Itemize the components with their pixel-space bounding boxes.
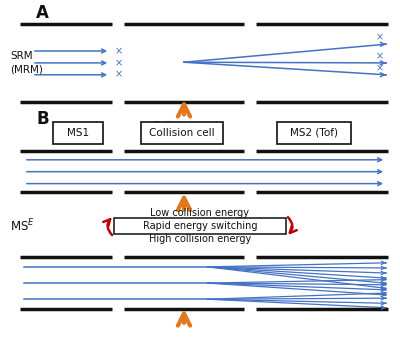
- Text: High collision energy: High collision energy: [149, 234, 251, 244]
- FancyBboxPatch shape: [141, 121, 223, 143]
- Text: ×: ×: [115, 70, 123, 80]
- Text: ×: ×: [115, 46, 123, 56]
- Text: B: B: [36, 109, 49, 128]
- Text: Low collision energy: Low collision energy: [150, 208, 250, 218]
- Text: Collision gas: Collision gas: [153, 121, 215, 131]
- Text: ×: ×: [376, 63, 384, 73]
- Text: Collision cell: Collision cell: [149, 128, 215, 138]
- Text: ×: ×: [376, 33, 384, 42]
- Text: ×: ×: [115, 58, 123, 68]
- Text: ×: ×: [376, 51, 384, 61]
- FancyBboxPatch shape: [53, 121, 103, 143]
- FancyBboxPatch shape: [277, 121, 351, 143]
- Text: A: A: [36, 4, 49, 22]
- Text: Rapid energy switching: Rapid energy switching: [143, 221, 257, 231]
- FancyBboxPatch shape: [114, 218, 286, 234]
- Text: MS1: MS1: [67, 128, 89, 138]
- Text: SRM
(MRM): SRM (MRM): [10, 51, 43, 74]
- Text: MS2 (Tof): MS2 (Tof): [290, 128, 338, 138]
- Text: MS$^E$: MS$^E$: [10, 218, 35, 234]
